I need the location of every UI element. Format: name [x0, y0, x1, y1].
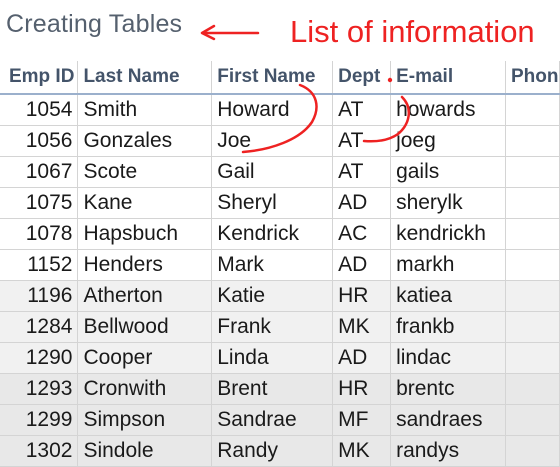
- table-row: 1293 Cronwith Brent HR brentc: [0, 373, 560, 405]
- cell-email[interactable]: kendrickh: [390, 218, 506, 250]
- cell-dept[interactable]: AD: [332, 249, 392, 281]
- table-row: 1067 Scote Gail AT gails: [0, 156, 560, 188]
- cell-first-name[interactable]: Mark: [211, 249, 334, 281]
- cell-dept[interactable]: HR: [332, 280, 392, 312]
- cell-emp-id[interactable]: 1078: [0, 218, 79, 250]
- cell-last-name[interactable]: Cooper: [77, 342, 213, 374]
- cell-first-name[interactable]: Kendrick: [211, 218, 334, 250]
- cell-last-name[interactable]: Hapsbuch: [77, 218, 213, 250]
- cell-emp-id[interactable]: 1056: [0, 125, 79, 157]
- data-table: Emp ID Last Name First Name Dept E-mail …: [0, 61, 560, 467]
- cell-emp-id[interactable]: 1284: [0, 311, 79, 343]
- cell-dept[interactable]: AD: [332, 187, 392, 219]
- header-email[interactable]: E-mail: [390, 61, 506, 95]
- cell-email[interactable]: sherylk: [390, 187, 506, 219]
- cell-emp-id[interactable]: 1054: [0, 94, 79, 126]
- cell-first-name[interactable]: Gail: [211, 156, 334, 188]
- cell-first-name[interactable]: Joe: [211, 125, 334, 157]
- cell-dept[interactable]: MF: [332, 404, 392, 436]
- cell-first-name[interactable]: Linda: [211, 342, 334, 374]
- cell-phone[interactable]: [505, 435, 560, 467]
- cell-first-name[interactable]: Frank: [211, 311, 334, 343]
- table-row: 1078 Hapsbuch Kendrick AC kendrickh: [0, 218, 560, 250]
- table-row: 1299 Simpson Sandrae MF sandraes: [0, 404, 560, 436]
- cell-last-name[interactable]: Simpson: [77, 404, 213, 436]
- cell-phone[interactable]: [505, 373, 560, 405]
- table-row: 1056 Gonzales Joe AT joeg: [0, 125, 560, 157]
- cell-last-name[interactable]: Kane: [77, 187, 213, 219]
- cell-first-name[interactable]: Howard: [211, 94, 334, 126]
- cell-emp-id[interactable]: 1299: [0, 404, 79, 436]
- cell-first-name[interactable]: Sheryl: [211, 187, 334, 219]
- cell-phone[interactable]: [505, 187, 560, 219]
- cell-first-name[interactable]: Katie: [211, 280, 334, 312]
- annotation-text: List of information: [290, 14, 535, 49]
- cell-phone[interactable]: [505, 94, 560, 126]
- cell-dept[interactable]: AT: [332, 125, 392, 157]
- table-row: 1196 Atherton Katie HR katiea: [0, 280, 560, 312]
- cell-phone[interactable]: [505, 218, 560, 250]
- cell-last-name[interactable]: Cronwith: [77, 373, 213, 405]
- cell-email[interactable]: frankb: [390, 311, 506, 343]
- cell-email[interactable]: katiea: [390, 280, 506, 312]
- cell-emp-id[interactable]: 1302: [0, 435, 79, 467]
- cell-phone[interactable]: [505, 342, 560, 374]
- cell-email[interactable]: howards: [390, 94, 506, 126]
- cell-last-name[interactable]: Gonzales: [77, 125, 213, 157]
- cell-dept[interactable]: HR: [332, 373, 392, 405]
- cell-first-name[interactable]: Sandrae: [211, 404, 334, 436]
- table-row: 1302 Sindole Randy MK randys: [0, 435, 560, 467]
- table-row: 1290 Cooper Linda AD lindac: [0, 342, 560, 374]
- cell-dept[interactable]: AD: [332, 342, 392, 374]
- cell-emp-id[interactable]: 1067: [0, 156, 79, 188]
- cell-dept[interactable]: MK: [332, 435, 392, 467]
- cell-email[interactable]: sandraes: [390, 404, 506, 436]
- cell-emp-id[interactable]: 1196: [0, 280, 79, 312]
- cell-last-name[interactable]: Henders: [77, 249, 213, 281]
- header-last-name[interactable]: Last Name: [77, 61, 213, 95]
- cell-emp-id[interactable]: 1290: [0, 342, 79, 374]
- cell-emp-id[interactable]: 1075: [0, 187, 79, 219]
- cell-first-name[interactable]: Randy: [211, 435, 334, 467]
- cell-dept[interactable]: AT: [332, 156, 392, 188]
- table-row: 1284 Bellwood Frank MK frankb: [0, 311, 560, 343]
- sheet-title-row: Creating Tables List of information: [0, 0, 560, 58]
- cell-phone[interactable]: [505, 156, 560, 188]
- cell-email[interactable]: gails: [390, 156, 506, 188]
- sheet-title[interactable]: Creating Tables: [6, 10, 183, 38]
- cell-email[interactable]: brentc: [390, 373, 506, 405]
- cell-emp-id[interactable]: 1152: [0, 249, 79, 281]
- header-dept[interactable]: Dept: [332, 61, 392, 95]
- cell-last-name[interactable]: Sindole: [77, 435, 213, 467]
- cell-phone[interactable]: [505, 404, 560, 436]
- header-emp-id[interactable]: Emp ID: [0, 61, 79, 95]
- cell-dept[interactable]: AC: [332, 218, 392, 250]
- table-row: 1152 Henders Mark AD markh: [0, 249, 560, 281]
- cell-last-name[interactable]: Scote: [77, 156, 213, 188]
- cell-first-name[interactable]: Brent: [211, 373, 334, 405]
- cell-email[interactable]: joeg: [390, 125, 506, 157]
- cell-phone[interactable]: [505, 311, 560, 343]
- cell-dept[interactable]: AT: [332, 94, 392, 126]
- header-row: Emp ID Last Name First Name Dept E-mail …: [0, 61, 560, 95]
- table-row: 1054 Smith Howard AT howards: [0, 94, 560, 126]
- cell-last-name[interactable]: Atherton: [77, 280, 213, 312]
- header-phone[interactable]: Phon: [505, 61, 560, 95]
- cell-last-name[interactable]: Smith: [77, 94, 213, 126]
- cell-last-name[interactable]: Bellwood: [77, 311, 213, 343]
- cell-phone[interactable]: [505, 280, 560, 312]
- cell-email[interactable]: lindac: [390, 342, 506, 374]
- cell-email[interactable]: randys: [390, 435, 506, 467]
- cell-email[interactable]: markh: [390, 249, 506, 281]
- header-first-name[interactable]: First Name: [211, 61, 334, 95]
- cell-phone[interactable]: [505, 125, 560, 157]
- cell-dept[interactable]: MK: [332, 311, 392, 343]
- cell-emp-id[interactable]: 1293: [0, 373, 79, 405]
- table-row: 1075 Kane Sheryl AD sherylk: [0, 187, 560, 219]
- cell-phone[interactable]: [505, 249, 560, 281]
